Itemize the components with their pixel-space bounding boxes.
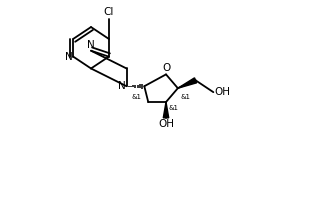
Text: &1: &1	[181, 94, 191, 100]
Text: N: N	[118, 81, 126, 91]
Text: N: N	[87, 40, 95, 50]
Text: O: O	[162, 63, 170, 73]
Text: OH: OH	[158, 119, 174, 129]
Text: N: N	[65, 52, 72, 62]
Text: Cl: Cl	[104, 7, 114, 17]
Text: &1: &1	[169, 105, 179, 111]
Polygon shape	[178, 78, 197, 88]
Polygon shape	[163, 102, 169, 118]
Text: &1: &1	[131, 94, 141, 100]
Text: OH: OH	[214, 87, 230, 97]
